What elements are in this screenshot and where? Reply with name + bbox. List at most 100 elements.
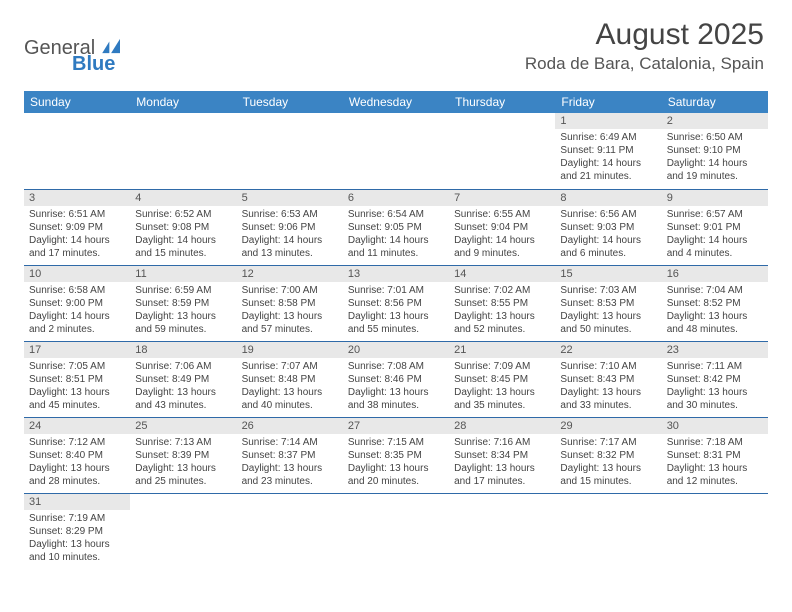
day-data: Sunrise: 7:16 AMSunset: 8:34 PMDaylight:…	[449, 434, 555, 491]
empty-cell	[449, 113, 555, 189]
day-data: Sunrise: 6:51 AMSunset: 9:09 PMDaylight:…	[24, 206, 130, 263]
day-data: Sunrise: 6:52 AMSunset: 9:08 PMDaylight:…	[130, 206, 236, 263]
day-number: 27	[343, 418, 449, 434]
day-number: 13	[343, 266, 449, 282]
day-cell: 17Sunrise: 7:05 AMSunset: 8:51 PMDayligh…	[24, 341, 130, 417]
empty-cell	[662, 493, 768, 569]
weekday-header: Tuesday	[237, 91, 343, 113]
day-cell: 20Sunrise: 7:08 AMSunset: 8:46 PMDayligh…	[343, 341, 449, 417]
day-data: Sunrise: 7:17 AMSunset: 8:32 PMDaylight:…	[555, 434, 661, 491]
day-number: 17	[24, 342, 130, 358]
day-cell: 1Sunrise: 6:49 AMSunset: 9:11 PMDaylight…	[555, 113, 661, 189]
title-block: August 2025 Roda de Bara, Catalonia, Spa…	[525, 18, 764, 74]
day-number: 28	[449, 418, 555, 434]
day-cell: 26Sunrise: 7:14 AMSunset: 8:37 PMDayligh…	[237, 417, 343, 493]
day-data: Sunrise: 7:09 AMSunset: 8:45 PMDaylight:…	[449, 358, 555, 415]
day-data: Sunrise: 7:01 AMSunset: 8:56 PMDaylight:…	[343, 282, 449, 339]
day-cell: 25Sunrise: 7:13 AMSunset: 8:39 PMDayligh…	[130, 417, 236, 493]
day-number: 18	[130, 342, 236, 358]
day-cell: 18Sunrise: 7:06 AMSunset: 8:49 PMDayligh…	[130, 341, 236, 417]
calendar-table: SundayMondayTuesdayWednesdayThursdayFrid…	[24, 91, 768, 569]
day-data: Sunrise: 7:02 AMSunset: 8:55 PMDaylight:…	[449, 282, 555, 339]
day-data: Sunrise: 6:50 AMSunset: 9:10 PMDaylight:…	[662, 129, 768, 186]
day-data: Sunrise: 6:57 AMSunset: 9:01 PMDaylight:…	[662, 206, 768, 263]
day-cell: 2Sunrise: 6:50 AMSunset: 9:10 PMDaylight…	[662, 113, 768, 189]
day-number: 29	[555, 418, 661, 434]
day-cell: 28Sunrise: 7:16 AMSunset: 8:34 PMDayligh…	[449, 417, 555, 493]
day-cell: 14Sunrise: 7:02 AMSunset: 8:55 PMDayligh…	[449, 265, 555, 341]
day-cell: 13Sunrise: 7:01 AMSunset: 8:56 PMDayligh…	[343, 265, 449, 341]
calendar-row: 10Sunrise: 6:58 AMSunset: 9:00 PMDayligh…	[24, 265, 768, 341]
day-data: Sunrise: 7:04 AMSunset: 8:52 PMDaylight:…	[662, 282, 768, 339]
day-data: Sunrise: 7:15 AMSunset: 8:35 PMDaylight:…	[343, 434, 449, 491]
day-number: 7	[449, 190, 555, 206]
day-number: 4	[130, 190, 236, 206]
weekday-header: Sunday	[24, 91, 130, 113]
day-number: 9	[662, 190, 768, 206]
day-number: 5	[237, 190, 343, 206]
empty-cell	[24, 113, 130, 189]
day-number: 15	[555, 266, 661, 282]
day-data: Sunrise: 7:06 AMSunset: 8:49 PMDaylight:…	[130, 358, 236, 415]
day-cell: 5Sunrise: 6:53 AMSunset: 9:06 PMDaylight…	[237, 189, 343, 265]
day-cell: 8Sunrise: 6:56 AMSunset: 9:03 PMDaylight…	[555, 189, 661, 265]
day-number: 24	[24, 418, 130, 434]
day-cell: 19Sunrise: 7:07 AMSunset: 8:48 PMDayligh…	[237, 341, 343, 417]
day-cell: 31Sunrise: 7:19 AMSunset: 8:29 PMDayligh…	[24, 493, 130, 569]
calendar-row: 17Sunrise: 7:05 AMSunset: 8:51 PMDayligh…	[24, 341, 768, 417]
day-data: Sunrise: 6:54 AMSunset: 9:05 PMDaylight:…	[343, 206, 449, 263]
day-data: Sunrise: 6:58 AMSunset: 9:00 PMDaylight:…	[24, 282, 130, 339]
day-number: 22	[555, 342, 661, 358]
header: GeneralBlue August 2025 Roda de Bara, Ca…	[0, 0, 792, 83]
day-number: 20	[343, 342, 449, 358]
calendar-row: 24Sunrise: 7:12 AMSunset: 8:40 PMDayligh…	[24, 417, 768, 493]
day-cell: 3Sunrise: 6:51 AMSunset: 9:09 PMDaylight…	[24, 189, 130, 265]
day-number: 12	[237, 266, 343, 282]
day-number: 6	[343, 190, 449, 206]
day-data: Sunrise: 6:55 AMSunset: 9:04 PMDaylight:…	[449, 206, 555, 263]
day-number: 19	[237, 342, 343, 358]
day-number: 3	[24, 190, 130, 206]
empty-cell	[449, 493, 555, 569]
day-cell: 9Sunrise: 6:57 AMSunset: 9:01 PMDaylight…	[662, 189, 768, 265]
page-title: August 2025	[525, 18, 764, 52]
weekday-header: Monday	[130, 91, 236, 113]
day-number: 26	[237, 418, 343, 434]
day-data: Sunrise: 7:11 AMSunset: 8:42 PMDaylight:…	[662, 358, 768, 415]
calendar-body: 1Sunrise: 6:49 AMSunset: 9:11 PMDaylight…	[24, 113, 768, 569]
day-cell: 12Sunrise: 7:00 AMSunset: 8:58 PMDayligh…	[237, 265, 343, 341]
logo: GeneralBlue	[24, 38, 125, 79]
empty-cell	[343, 113, 449, 189]
empty-cell	[130, 113, 236, 189]
calendar-row: 1Sunrise: 6:49 AMSunset: 9:11 PMDaylight…	[24, 113, 768, 189]
day-data: Sunrise: 7:12 AMSunset: 8:40 PMDaylight:…	[24, 434, 130, 491]
day-number: 21	[449, 342, 555, 358]
day-number: 2	[662, 113, 768, 129]
day-data: Sunrise: 7:13 AMSunset: 8:39 PMDaylight:…	[130, 434, 236, 491]
day-cell: 16Sunrise: 7:04 AMSunset: 8:52 PMDayligh…	[662, 265, 768, 341]
day-number: 30	[662, 418, 768, 434]
day-cell: 29Sunrise: 7:17 AMSunset: 8:32 PMDayligh…	[555, 417, 661, 493]
day-data: Sunrise: 7:05 AMSunset: 8:51 PMDaylight:…	[24, 358, 130, 415]
day-cell: 7Sunrise: 6:55 AMSunset: 9:04 PMDaylight…	[449, 189, 555, 265]
day-cell: 11Sunrise: 6:59 AMSunset: 8:59 PMDayligh…	[130, 265, 236, 341]
day-data: Sunrise: 7:19 AMSunset: 8:29 PMDaylight:…	[24, 510, 130, 567]
day-data: Sunrise: 7:18 AMSunset: 8:31 PMDaylight:…	[662, 434, 768, 491]
day-data: Sunrise: 6:56 AMSunset: 9:03 PMDaylight:…	[555, 206, 661, 263]
day-cell: 23Sunrise: 7:11 AMSunset: 8:42 PMDayligh…	[662, 341, 768, 417]
weekday-header: Saturday	[662, 91, 768, 113]
empty-cell	[555, 493, 661, 569]
day-cell: 4Sunrise: 6:52 AMSunset: 9:08 PMDaylight…	[130, 189, 236, 265]
logo-text-blue: Blue	[72, 53, 115, 75]
day-data: Sunrise: 6:53 AMSunset: 9:06 PMDaylight:…	[237, 206, 343, 263]
weekday-header: Wednesday	[343, 91, 449, 113]
day-number: 25	[130, 418, 236, 434]
day-number: 14	[449, 266, 555, 282]
day-data: Sunrise: 7:03 AMSunset: 8:53 PMDaylight:…	[555, 282, 661, 339]
empty-cell	[237, 493, 343, 569]
day-data: Sunrise: 7:08 AMSunset: 8:46 PMDaylight:…	[343, 358, 449, 415]
day-number: 31	[24, 494, 130, 510]
day-number: 23	[662, 342, 768, 358]
weekday-header: Friday	[555, 91, 661, 113]
day-cell: 10Sunrise: 6:58 AMSunset: 9:00 PMDayligh…	[24, 265, 130, 341]
